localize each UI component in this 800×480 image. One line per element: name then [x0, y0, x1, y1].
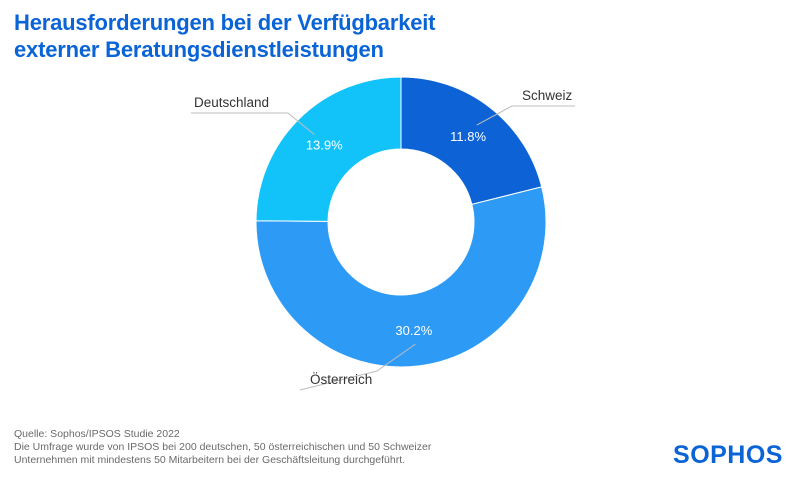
slice-deutschland — [255, 76, 402, 222]
leader-line-oesterreich — [299, 343, 416, 391]
value-label-schweiz: 11.8% — [450, 129, 486, 144]
chart-title: Herausforderungen bei der Verfügbarkeit … — [14, 9, 634, 63]
source-line: Quelle: Sophos/IPSOS Studie 2022 — [14, 428, 180, 440]
slice-oesterreich — [255, 186, 547, 368]
category-label-deutschland: Deutschland — [194, 95, 269, 110]
source-note: Quelle: Sophos/IPSOS Studie 2022 Die Umf… — [14, 428, 574, 467]
method-line-2: Unternehmen mit mindestens 50 Mitarbeite… — [14, 454, 406, 466]
category-label-oesterreich: Österreich — [310, 372, 372, 387]
leader-line-deutschland — [191, 112, 315, 136]
chart-title-line-2: externer Beratungsdienstleistungen — [14, 37, 384, 62]
method-line-1: Die Umfrage wurde von IPSOS bei 200 deut… — [14, 441, 432, 453]
slice-schweiz — [400, 76, 543, 205]
value-label-deutschland: 13.9% — [306, 138, 343, 153]
value-label-oesterreich: 30.2% — [395, 323, 432, 338]
leader-line-schweiz — [476, 105, 575, 126]
chart-title-line-1: Herausforderungen bei der Verfügbarkeit — [14, 10, 436, 35]
category-label-schweiz: Schweiz — [522, 88, 573, 103]
sophos-logo: SOPHOS — [673, 441, 783, 469]
